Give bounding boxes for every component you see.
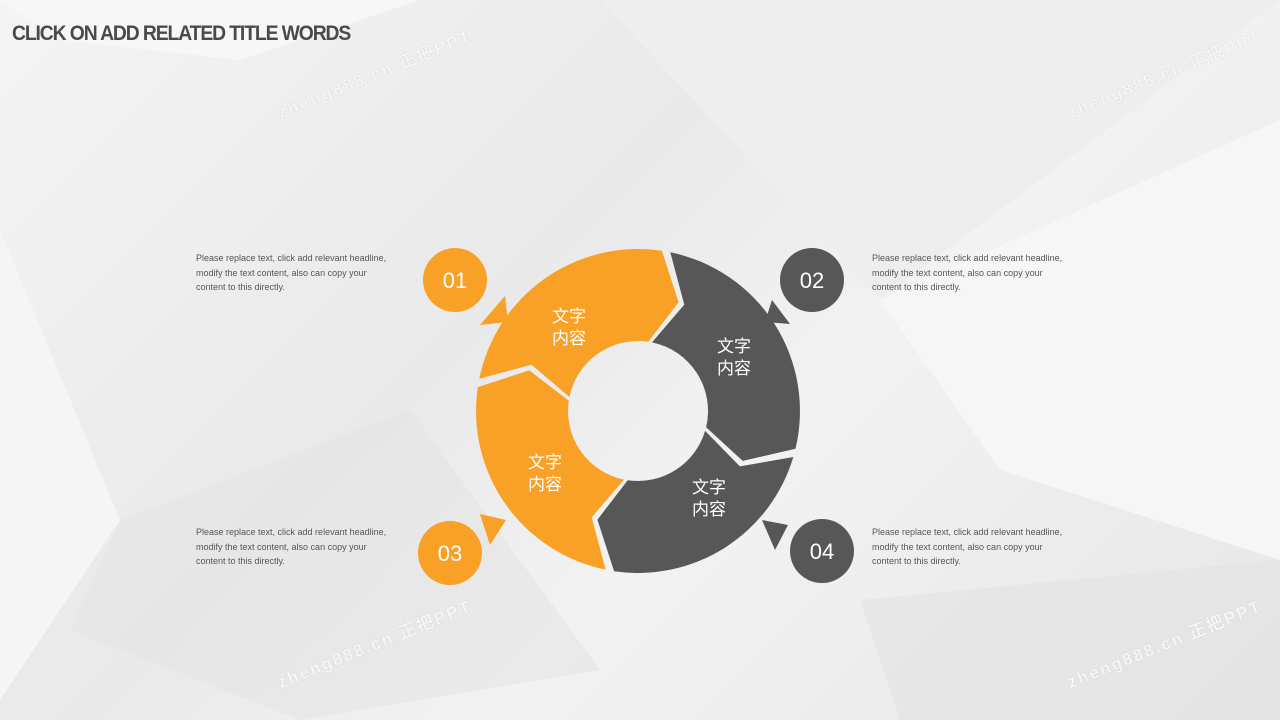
step-number: 03 bbox=[438, 541, 462, 566]
step-2-description: Please replace text, click add relevant … bbox=[872, 253, 1063, 292]
segment-label: 文字 bbox=[552, 307, 586, 327]
step-number-badge bbox=[790, 519, 854, 583]
step-number-badge bbox=[780, 248, 844, 312]
pointer-arrow-icon bbox=[480, 514, 506, 545]
segment-label: 内容 bbox=[717, 359, 751, 379]
segment-label: 文字 bbox=[717, 337, 751, 357]
cycle-segment-3 bbox=[476, 370, 624, 570]
step-number: 01 bbox=[443, 268, 467, 293]
segment-label: 文字 bbox=[692, 478, 726, 498]
cycle-segment-4 bbox=[597, 430, 794, 573]
slide-title: CLICK ON ADD RELATED TITLE WORDS bbox=[12, 22, 351, 45]
pointer-arrow-icon bbox=[762, 520, 788, 550]
step-3-description: Please replace text, click add relevant … bbox=[196, 527, 387, 566]
step-number: 02 bbox=[800, 268, 824, 293]
segment-label: 内容 bbox=[692, 500, 726, 520]
cycle-segment-1 bbox=[479, 249, 679, 397]
segment-label: 文字 bbox=[528, 453, 562, 473]
step-number-badge bbox=[423, 248, 487, 312]
cycle-segment-2 bbox=[652, 252, 800, 461]
segment-label: 内容 bbox=[528, 475, 562, 495]
step-1-description: Please replace text, click add relevant … bbox=[196, 253, 387, 292]
step-4-description: Please replace text, click add relevant … bbox=[872, 527, 1063, 566]
segment-label: 内容 bbox=[552, 329, 586, 349]
pointer-arrow-icon bbox=[480, 296, 508, 325]
step-number: 04 bbox=[810, 539, 834, 564]
step-number-badge bbox=[418, 521, 482, 585]
pointer-arrow-icon bbox=[765, 300, 790, 324]
